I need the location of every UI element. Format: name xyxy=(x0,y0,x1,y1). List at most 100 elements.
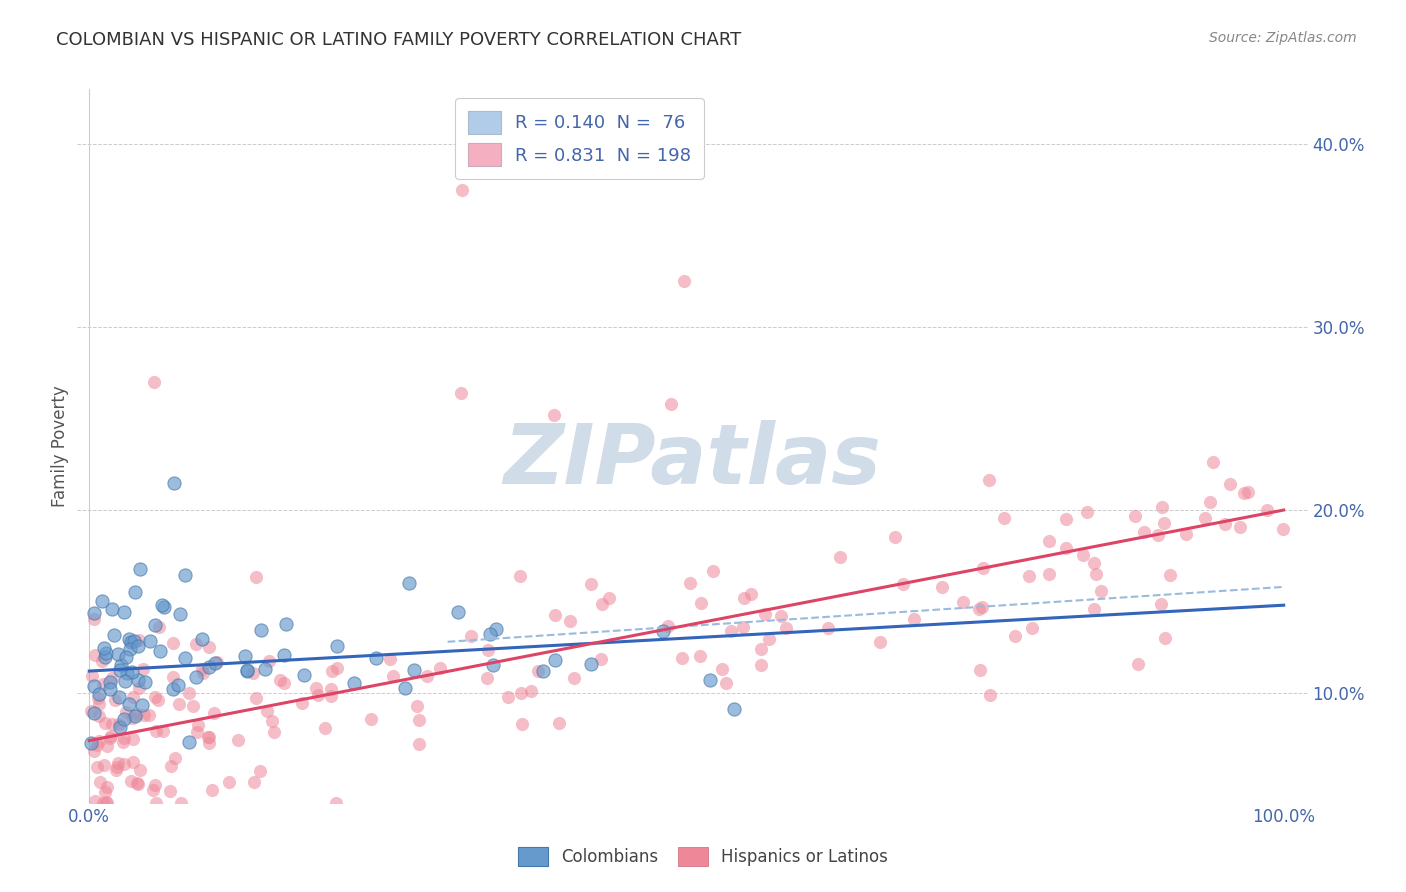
Point xyxy=(145,690,167,704)
Legend: Colombians, Hispanics or Latinos: Colombians, Hispanics or Latinos xyxy=(509,838,897,875)
Point xyxy=(1271,523,1294,537)
Point xyxy=(326,639,349,653)
Point xyxy=(1202,455,1225,469)
Point xyxy=(276,617,298,632)
Point xyxy=(105,759,128,773)
Point xyxy=(740,587,762,601)
Point xyxy=(659,397,682,411)
Point xyxy=(360,712,382,726)
Point xyxy=(1153,516,1175,530)
Point xyxy=(122,634,145,648)
Point xyxy=(405,698,427,713)
Point xyxy=(321,665,343,679)
Point xyxy=(520,684,543,698)
Point xyxy=(259,654,281,668)
Point xyxy=(979,473,1001,487)
Point xyxy=(127,639,149,653)
Point xyxy=(187,718,209,732)
Point xyxy=(364,651,387,665)
Point xyxy=(108,663,131,677)
Point xyxy=(325,796,347,810)
Point xyxy=(1175,526,1198,541)
Point xyxy=(138,708,160,723)
Point xyxy=(307,688,329,702)
Point xyxy=(249,623,271,637)
Point xyxy=(733,591,755,606)
Point xyxy=(145,796,167,810)
Point xyxy=(121,731,143,746)
Point xyxy=(101,671,124,685)
Point xyxy=(98,731,121,745)
Point xyxy=(131,662,153,676)
Point xyxy=(1233,485,1256,500)
Point xyxy=(193,666,215,681)
Point xyxy=(112,756,135,771)
Point xyxy=(256,704,278,718)
Point xyxy=(967,602,990,616)
Point xyxy=(496,690,519,704)
Point xyxy=(162,636,184,650)
Point xyxy=(83,606,105,620)
Point xyxy=(591,597,613,611)
Point xyxy=(94,785,117,799)
Point xyxy=(1256,502,1278,516)
Point xyxy=(830,549,852,564)
Point xyxy=(591,652,613,666)
Point xyxy=(1038,566,1060,581)
Point xyxy=(86,739,108,753)
Point xyxy=(775,621,797,635)
Point xyxy=(122,755,145,769)
Point xyxy=(269,673,291,687)
Point xyxy=(562,671,585,685)
Point xyxy=(127,673,149,688)
Point xyxy=(145,618,167,632)
Text: Source: ZipAtlas.com: Source: ZipAtlas.com xyxy=(1209,31,1357,45)
Point xyxy=(720,624,742,638)
Point xyxy=(118,632,141,647)
Point xyxy=(1076,505,1098,519)
Point xyxy=(699,673,721,688)
Point xyxy=(107,756,129,770)
Point xyxy=(167,677,190,691)
Point xyxy=(1021,621,1043,635)
Point xyxy=(326,661,349,675)
Point xyxy=(884,530,907,544)
Text: ZIPatlas: ZIPatlas xyxy=(503,420,882,500)
Point xyxy=(152,723,174,738)
Point xyxy=(460,629,482,643)
Point xyxy=(170,796,193,810)
Point xyxy=(1054,512,1077,526)
Point xyxy=(723,702,745,716)
Point xyxy=(142,782,165,797)
Point xyxy=(91,677,114,691)
Point xyxy=(181,699,204,714)
Point xyxy=(1083,601,1105,615)
Point xyxy=(93,641,115,656)
Point xyxy=(1128,657,1150,672)
Point xyxy=(970,599,993,614)
Legend: R = 0.140  N =  76, R = 0.831  N = 198: R = 0.140 N = 76, R = 0.831 N = 198 xyxy=(456,98,703,179)
Point xyxy=(321,682,343,697)
Point xyxy=(1194,511,1216,525)
Point xyxy=(869,635,891,649)
Point xyxy=(112,605,135,619)
Point xyxy=(115,665,138,680)
Point xyxy=(233,649,256,664)
Point xyxy=(120,774,142,789)
Point xyxy=(186,669,208,683)
Point xyxy=(138,634,160,648)
Point xyxy=(104,693,127,707)
Point xyxy=(714,676,737,690)
Point xyxy=(972,561,994,575)
Point xyxy=(159,784,181,798)
Point xyxy=(1199,495,1222,509)
Point xyxy=(108,690,131,704)
Point xyxy=(142,375,165,389)
Point xyxy=(273,648,295,662)
Point xyxy=(128,633,150,648)
Point xyxy=(200,782,222,797)
Point xyxy=(115,705,138,719)
Point xyxy=(548,715,571,730)
Point xyxy=(103,628,125,642)
Point xyxy=(931,580,953,594)
